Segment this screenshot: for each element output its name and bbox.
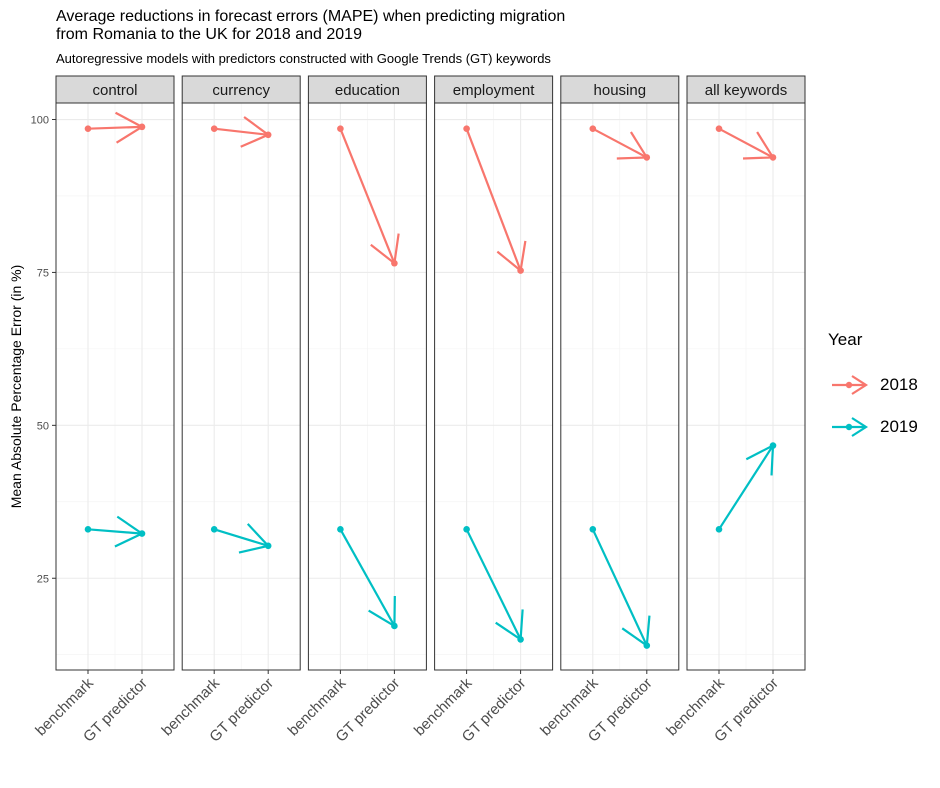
series-2019-line [339, 528, 396, 627]
series-2018-line [465, 128, 522, 271]
panel-border [181, 102, 301, 671]
series-2018-point-gt-predictor [643, 154, 651, 161]
series-2019-point-benchmark [463, 526, 470, 533]
series-2019-line [465, 528, 522, 640]
facet-label: employment [453, 82, 536, 99]
legend-title: Year [828, 330, 863, 349]
series-2018-point-gt-predictor [138, 123, 146, 131]
legend-item-2019: 2019 [828, 406, 918, 448]
series-2019-point-gt-predictor [264, 542, 272, 550]
series-2019-point-gt-predictor [517, 636, 524, 643]
series-2019-point-gt-predictor [769, 442, 777, 449]
series-2018-point-benchmark [84, 125, 92, 132]
y-tick-label: 25 [37, 573, 49, 585]
series-2018-line [214, 127, 269, 136]
facet-label: control [92, 82, 137, 99]
series-2019-point-gt-predictor [391, 622, 398, 630]
facet-label: currency [212, 82, 270, 99]
series-2018-point-benchmark [337, 125, 344, 132]
series-2019-line [213, 528, 269, 547]
series-2019-point-benchmark [210, 526, 218, 533]
series-2018-line [592, 127, 648, 159]
panel-border [307, 102, 427, 671]
panel-border [686, 102, 806, 671]
series-2018-line [339, 128, 396, 264]
series-2018-point-gt-predictor [769, 154, 777, 161]
legend-label: 2019 [880, 417, 918, 436]
facet-label: all keywords [705, 82, 788, 99]
legend-item-2018: 2018 [828, 364, 918, 406]
series-2018-line [718, 127, 774, 159]
chart-title: Average reductions in forecast errors (M… [56, 8, 566, 43]
y-tick-label: 50 [37, 420, 49, 432]
y-tick-label: 100 [31, 115, 49, 127]
series-2019-point-benchmark [715, 526, 723, 533]
series-2018-point-benchmark [715, 125, 723, 132]
series-2019-point-benchmark [84, 526, 92, 533]
series-2019-point-gt-predictor [138, 530, 146, 537]
facet-label: education [335, 82, 400, 99]
facet-strip [181, 75, 301, 104]
series-2018-point-benchmark [463, 125, 470, 132]
facet-strip [560, 75, 680, 104]
series-2019-point-gt-predictor [643, 642, 651, 649]
y-axis-title: Mean Absolute Percentage Error (in %) [8, 265, 24, 509]
facet-label: housing [594, 82, 647, 99]
series-2018-line [87, 125, 143, 130]
series-2019-line [87, 528, 143, 535]
legend-arrow-icon [832, 375, 869, 395]
series-2018-point-gt-predictor [517, 267, 524, 274]
series-2018-point-gt-predictor [264, 131, 272, 139]
panel-border [560, 102, 680, 671]
series-2018-point-benchmark [210, 125, 218, 132]
facet-strip [686, 75, 806, 104]
facet-strip [55, 75, 175, 104]
series-2019-point-benchmark [337, 526, 344, 533]
series-2018-point-benchmark [589, 125, 597, 132]
panel-border [434, 102, 554, 671]
series-2018-point-gt-predictor [391, 259, 398, 267]
legend: Year 2018 2019 [828, 330, 918, 448]
series-2019-line [718, 444, 774, 530]
legend-label: 2018 [880, 375, 918, 394]
facet-strip [434, 75, 554, 104]
chart-subtitle: Autoregressive models with predictors co… [56, 51, 551, 66]
series-2019-line [591, 528, 648, 646]
legend-arrow-icon [832, 417, 869, 437]
y-tick-label: 75 [37, 267, 49, 279]
series-2019-point-benchmark [589, 526, 597, 533]
panel-border [55, 102, 175, 671]
